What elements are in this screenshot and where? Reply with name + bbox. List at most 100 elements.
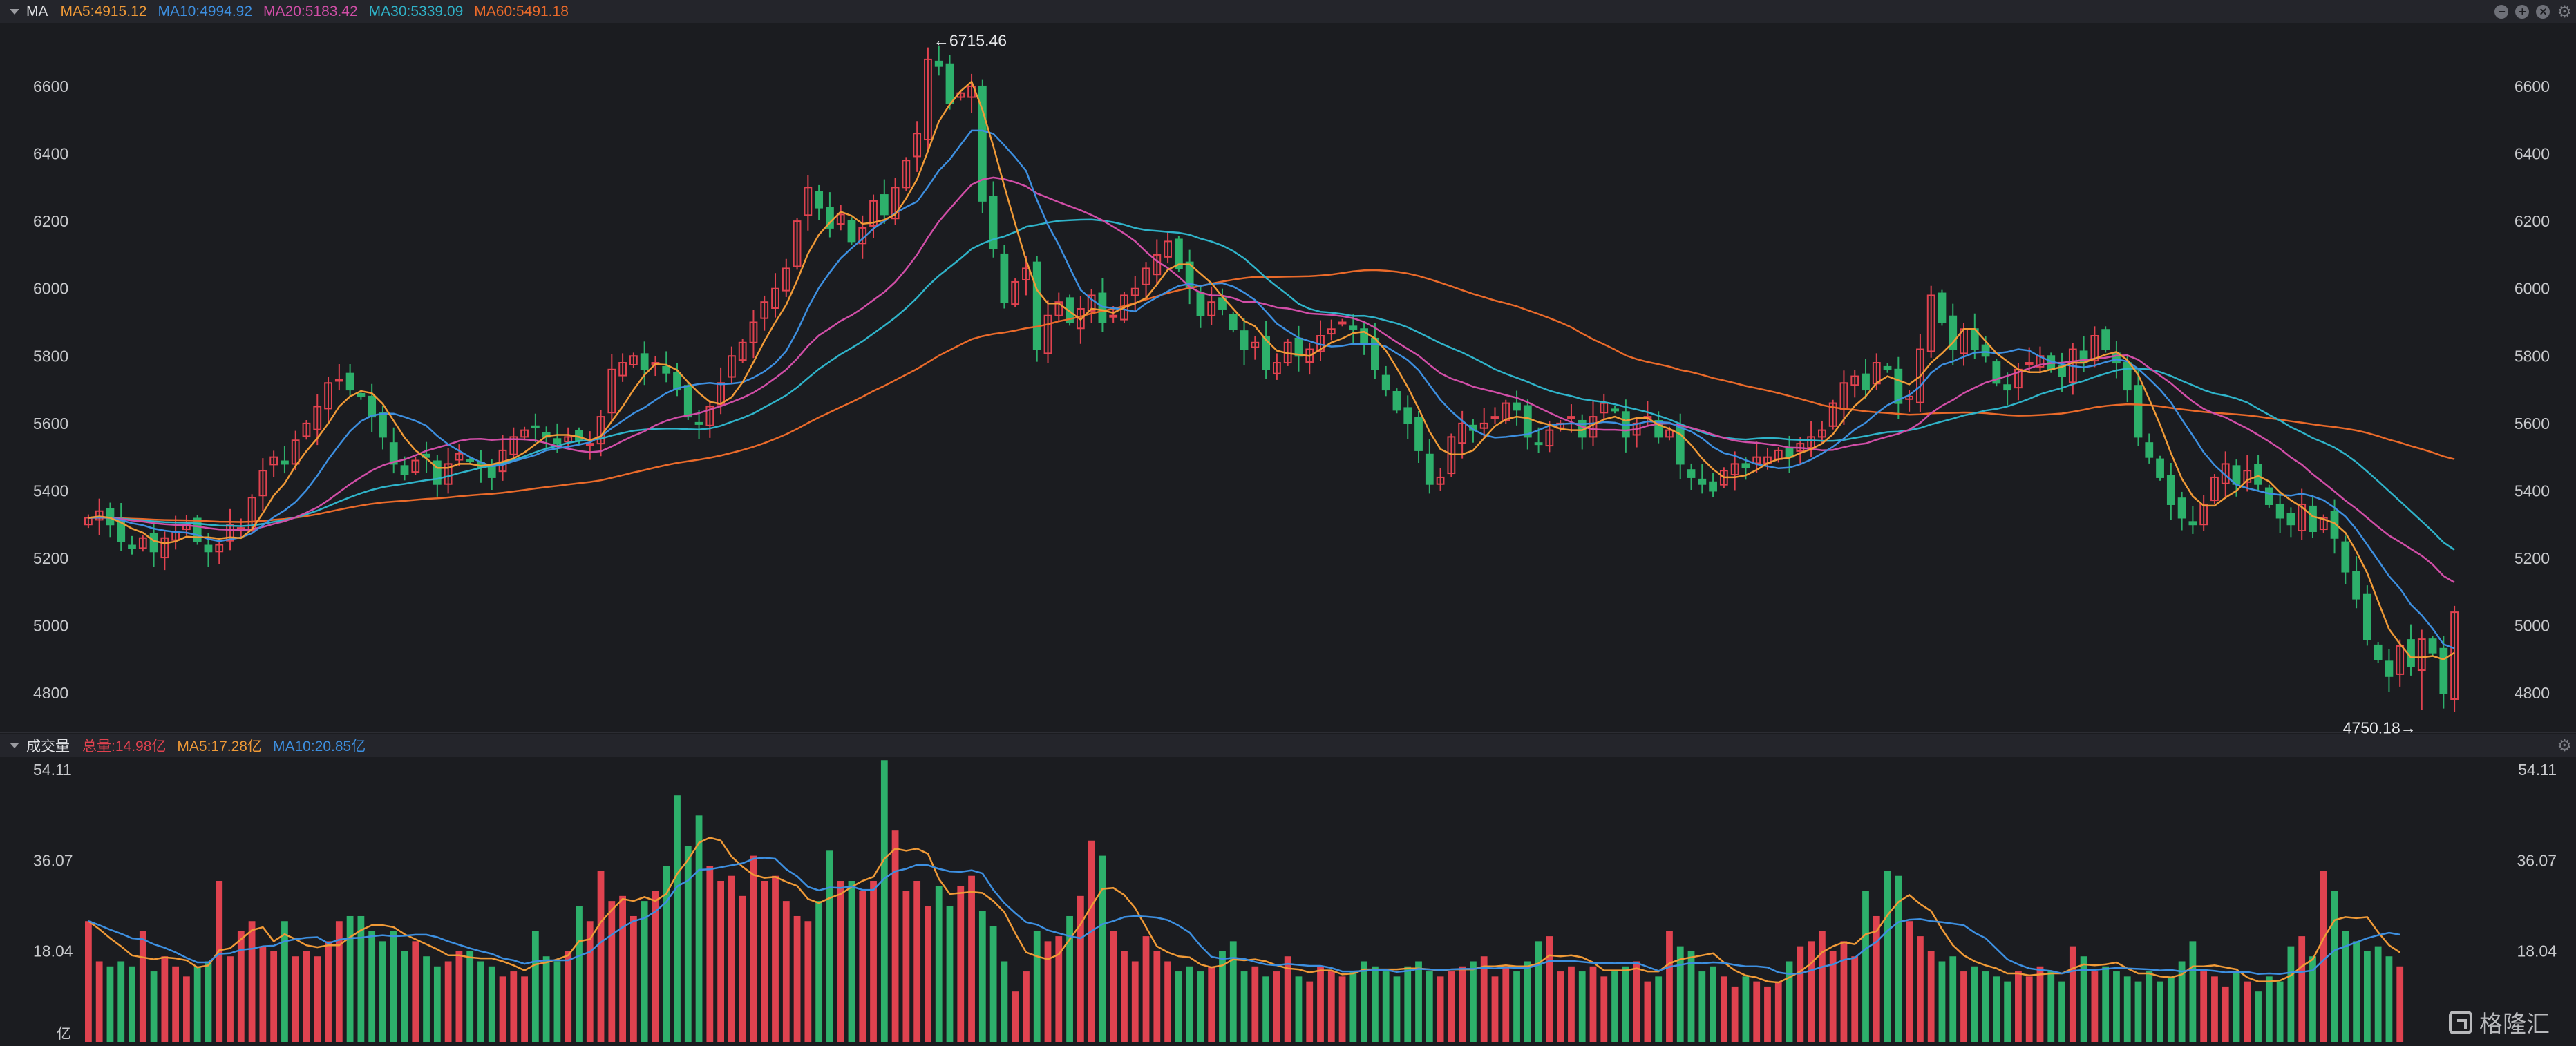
candle-body (869, 200, 878, 227)
candle-body (749, 321, 758, 343)
volume-bar (1622, 966, 1629, 1042)
volume-bar (1382, 971, 1390, 1042)
volume-bar (401, 951, 408, 1042)
volume-bar (1710, 966, 1716, 1042)
candle-body (1513, 402, 1521, 411)
price-indicator-title[interactable]: MA (26, 3, 48, 19)
plus-circle-icon[interactable]: + (2515, 5, 2530, 19)
candle-body (160, 537, 169, 559)
price-tick-right: 6200 (2515, 212, 2550, 230)
volume-bar (1273, 971, 1280, 1042)
volume-bar (750, 855, 757, 1042)
gear-icon[interactable]: ⚙ (2557, 2, 2572, 21)
volume-unit-label: 亿 (57, 1026, 71, 1042)
volume-bar (2134, 981, 2142, 1042)
volume-bar (1633, 961, 1640, 1042)
volume-bar (84, 921, 92, 1042)
candle-body (618, 362, 627, 377)
ma10-line (88, 129, 2455, 649)
volume-bar (1164, 961, 1171, 1042)
ma5-line (88, 79, 2455, 660)
candle-body (924, 58, 932, 141)
volume-bar (2211, 976, 2218, 1042)
collapse-price-icon[interactable] (10, 9, 19, 15)
volume-gear-icon[interactable]: ⚙ (2557, 736, 2572, 755)
volume-bar (2102, 966, 2110, 1042)
volume-bar (804, 921, 812, 1042)
candle-body (673, 372, 681, 391)
volume-bar (2298, 936, 2306, 1042)
candle-body (1109, 314, 1118, 318)
volume-bar (1121, 951, 1128, 1042)
volume-bar (1502, 966, 1510, 1042)
candle-body (1894, 368, 1903, 404)
volume-bar (902, 891, 910, 1042)
volume-bar (989, 926, 997, 1042)
volume-bar (608, 901, 616, 1042)
volume-bar (1644, 981, 1651, 1042)
candle-body (1294, 337, 1303, 357)
volume-bar (248, 921, 256, 1042)
volume-bar (205, 961, 212, 1042)
volume-indicator-title[interactable]: 成交量 (26, 739, 70, 754)
candle-body (1196, 292, 1205, 316)
volume-bar (150, 971, 158, 1042)
candle-body (1076, 307, 1085, 330)
volume-bar (761, 880, 768, 1042)
candle-body (1850, 375, 1859, 386)
candle-body (847, 220, 856, 243)
candle-body (2286, 513, 2295, 526)
volume-bar (1240, 971, 1248, 1042)
volume-bar (95, 961, 103, 1042)
volume-bar (1219, 951, 1226, 1042)
candle-body (1862, 373, 1870, 391)
price-tick-right: 6600 (2515, 77, 2550, 95)
minus-circle-icon[interactable]: − (2494, 5, 2509, 19)
volume-tick-right: 54.11 (2518, 761, 2557, 779)
price-tick-right: 5000 (2515, 617, 2550, 635)
volume-bar (227, 956, 234, 1042)
volume-bar (1099, 855, 1106, 1042)
volume-bar (1077, 895, 1084, 1042)
volume-bar (2069, 946, 2076, 1042)
volume-bar (1251, 966, 1259, 1042)
candle-body (520, 429, 529, 438)
candle-body (1153, 254, 1162, 276)
candle-body (509, 436, 518, 455)
candle-body (934, 60, 943, 67)
volume-bar (2385, 956, 2393, 1042)
candle-body (389, 442, 398, 465)
volume-tick-left: 36.07 (33, 851, 73, 869)
volume-bar (1546, 936, 1553, 1042)
volume-bar (2342, 931, 2349, 1042)
candle-body (629, 355, 638, 365)
candle-body (1534, 442, 1543, 446)
candle-body (1981, 344, 1990, 357)
volume-bar (935, 886, 943, 1042)
volume-bar (1426, 971, 1433, 1042)
volume-bar (1066, 915, 1073, 1042)
volume-ma10-legend: MA10:20.85亿 (272, 739, 366, 754)
volume-bar (1927, 951, 1935, 1042)
volume-bar (1906, 921, 1913, 1042)
volume-bar (629, 915, 637, 1042)
volume-bar (2200, 971, 2208, 1042)
volume-bar (1600, 976, 1608, 1042)
candle-body (1349, 325, 1358, 330)
candle-body (891, 187, 900, 220)
candle-body (1043, 314, 1052, 354)
volume-bar (1088, 840, 1095, 1042)
volume-bar (1142, 936, 1150, 1042)
candle-body (258, 470, 267, 497)
close-circle-icon[interactable]: × (2536, 5, 2550, 19)
candle-body (193, 517, 202, 542)
candle-body (2341, 541, 2350, 573)
volume-bar (946, 906, 954, 1042)
volume-bar (303, 951, 310, 1042)
candle-body (281, 460, 289, 465)
candle-body (913, 133, 922, 158)
candle-body (1011, 280, 1020, 305)
volume-bar (1524, 961, 1531, 1042)
collapse-volume-icon[interactable] (10, 743, 19, 748)
